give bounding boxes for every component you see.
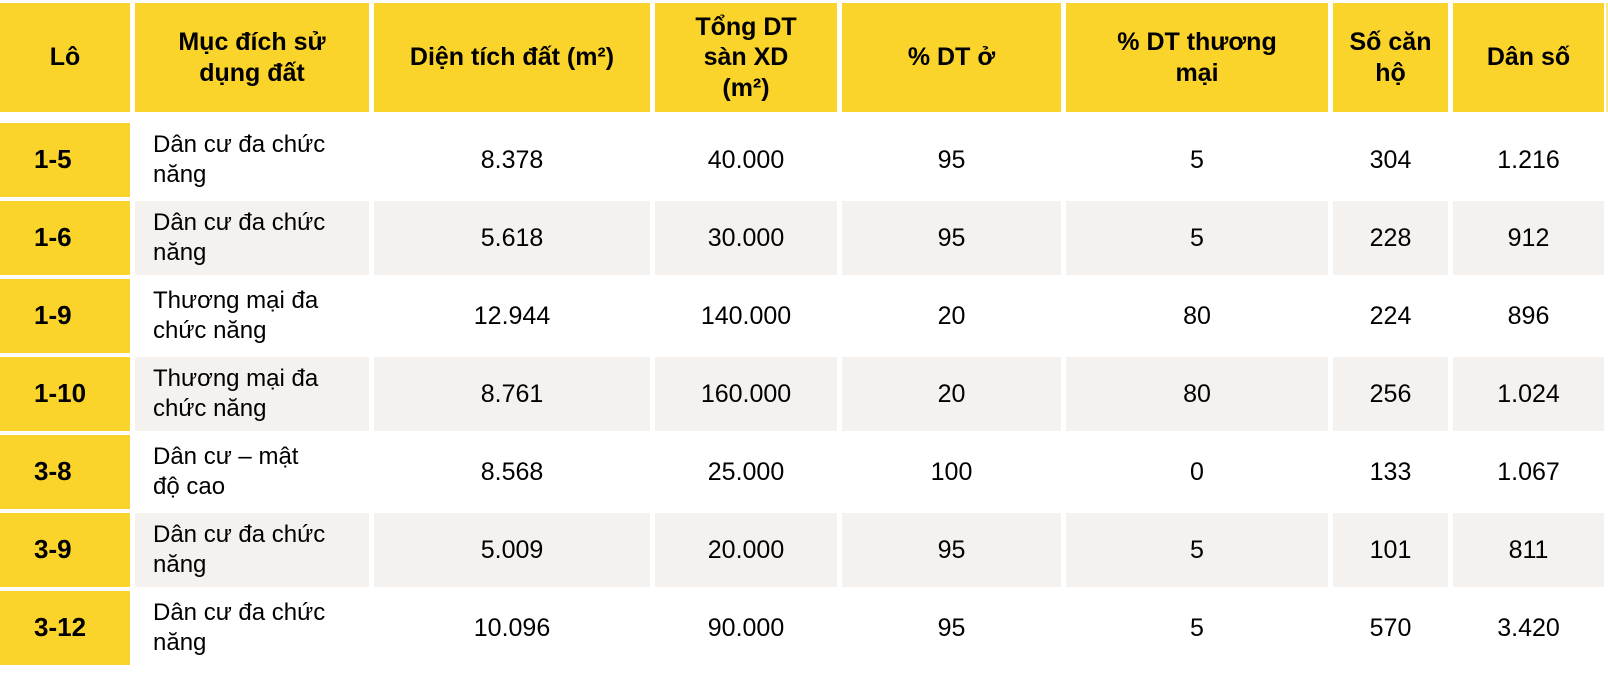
cell-pct-residential: 95 <box>842 513 1061 587</box>
cell-land-area-m2: 10.096 <box>374 591 650 665</box>
cell-total-floor-area-m2: 160.000 <box>655 357 837 431</box>
col-header-land-area: Diện tích đất (m²) <box>374 3 650 112</box>
cell-total-floor-area-m2: 25.000 <box>655 435 837 509</box>
cell-pct-commercial: 5 <box>1066 591 1328 665</box>
cell-pct-residential: 20 <box>842 357 1061 431</box>
col-header-apartments: Số căn hộ <box>1333 3 1448 112</box>
cell-total-floor-area-m2: 40.000 <box>655 123 837 197</box>
cell-apartments: 224 <box>1333 279 1448 353</box>
cell-lot: 3-9 <box>0 513 130 587</box>
cell-pct-commercial: 5 <box>1066 123 1328 197</box>
cell-land-area-m2: 8.761 <box>374 357 650 431</box>
cell-pct-residential: 100 <box>842 435 1061 509</box>
cell-land-area-m2: 8.378 <box>374 123 650 197</box>
col-header-floor-area: Tổng DT sàn XD (m²) <box>655 3 837 112</box>
cell-apartments: 101 <box>1333 513 1448 587</box>
header-row: Lô Mục đích sử dụng đất Diện tích đất (m… <box>0 3 1608 112</box>
cell-pct-commercial: 0 <box>1066 435 1328 509</box>
cell-apartments: 256 <box>1333 357 1448 431</box>
cell-population: 1.024 <box>1453 357 1604 431</box>
cell-purpose: Thương mại đa chức năng <box>135 279 369 353</box>
cell-pct-commercial: 5 <box>1066 513 1328 587</box>
cell-land-area-m2: 12.944 <box>374 279 650 353</box>
cropped-header-sliver <box>1606 3 1608 112</box>
cell-purpose: Thương mại đa chức năng <box>135 357 369 431</box>
cell-land-area-m2: 5.618 <box>374 201 650 275</box>
col-header-purpose: Mục đích sử dụng đất <box>135 3 369 112</box>
cell-population: 896 <box>1453 279 1604 353</box>
cell-apartments: 570 <box>1333 591 1448 665</box>
cell-population: 3.420 <box>1453 591 1604 665</box>
cell-lot: 1-9 <box>0 279 130 353</box>
cell-total-floor-area-m2: 90.000 <box>655 591 837 665</box>
cell-purpose: Dân cư đa chức năng <box>135 513 369 587</box>
cell-apartments: 228 <box>1333 201 1448 275</box>
cell-land-area-m2: 5.009 <box>374 513 650 587</box>
cell-lot: 3-8 <box>0 435 130 509</box>
cell-pct-residential: 95 <box>842 591 1061 665</box>
cell-apartments: 133 <box>1333 435 1448 509</box>
cell-population: 811 <box>1453 513 1604 587</box>
cell-purpose: Dân cư đa chức năng <box>135 201 369 275</box>
col-header-pct-commercial: % DT thương mại <box>1066 3 1328 112</box>
cell-total-floor-area-m2: 20.000 <box>655 513 837 587</box>
cell-lot: 1-6 <box>0 201 130 275</box>
cell-lot: 1-10 <box>0 357 130 431</box>
cell-purpose: Dân cư – mật độ cao <box>135 435 369 509</box>
cell-pct-commercial: 80 <box>1066 357 1328 431</box>
cell-apartments: 304 <box>1333 123 1448 197</box>
col-header-population: Dân số <box>1453 3 1604 112</box>
cell-pct-residential: 95 <box>842 201 1061 275</box>
col-header-lot: Lô <box>0 3 130 112</box>
cell-land-area-m2: 8.568 <box>374 435 650 509</box>
cell-total-floor-area-m2: 140.000 <box>655 279 837 353</box>
table-body: 1-5 Dân cư đa chức năng 8.378 40.000 95 5 304 1… <box>0 123 1608 665</box>
cell-lot: 1-5 <box>0 123 130 197</box>
cell-pct-residential: 20 <box>842 279 1061 353</box>
col-header-pct-residential: % DT ở <box>842 3 1061 112</box>
cell-purpose: Dân cư đa chức năng <box>135 591 369 665</box>
cell-lot: 3-12 <box>0 591 130 665</box>
cell-population: 912 <box>1453 201 1604 275</box>
cell-population: 1.067 <box>1453 435 1604 509</box>
cell-pct-residential: 95 <box>842 123 1061 197</box>
cell-pct-commercial: 80 <box>1066 279 1328 353</box>
cell-population: 1.216 <box>1453 123 1604 197</box>
cell-purpose: Dân cư đa chức năng <box>135 123 369 197</box>
cell-total-floor-area-m2: 30.000 <box>655 201 837 275</box>
cell-pct-commercial: 5 <box>1066 201 1328 275</box>
